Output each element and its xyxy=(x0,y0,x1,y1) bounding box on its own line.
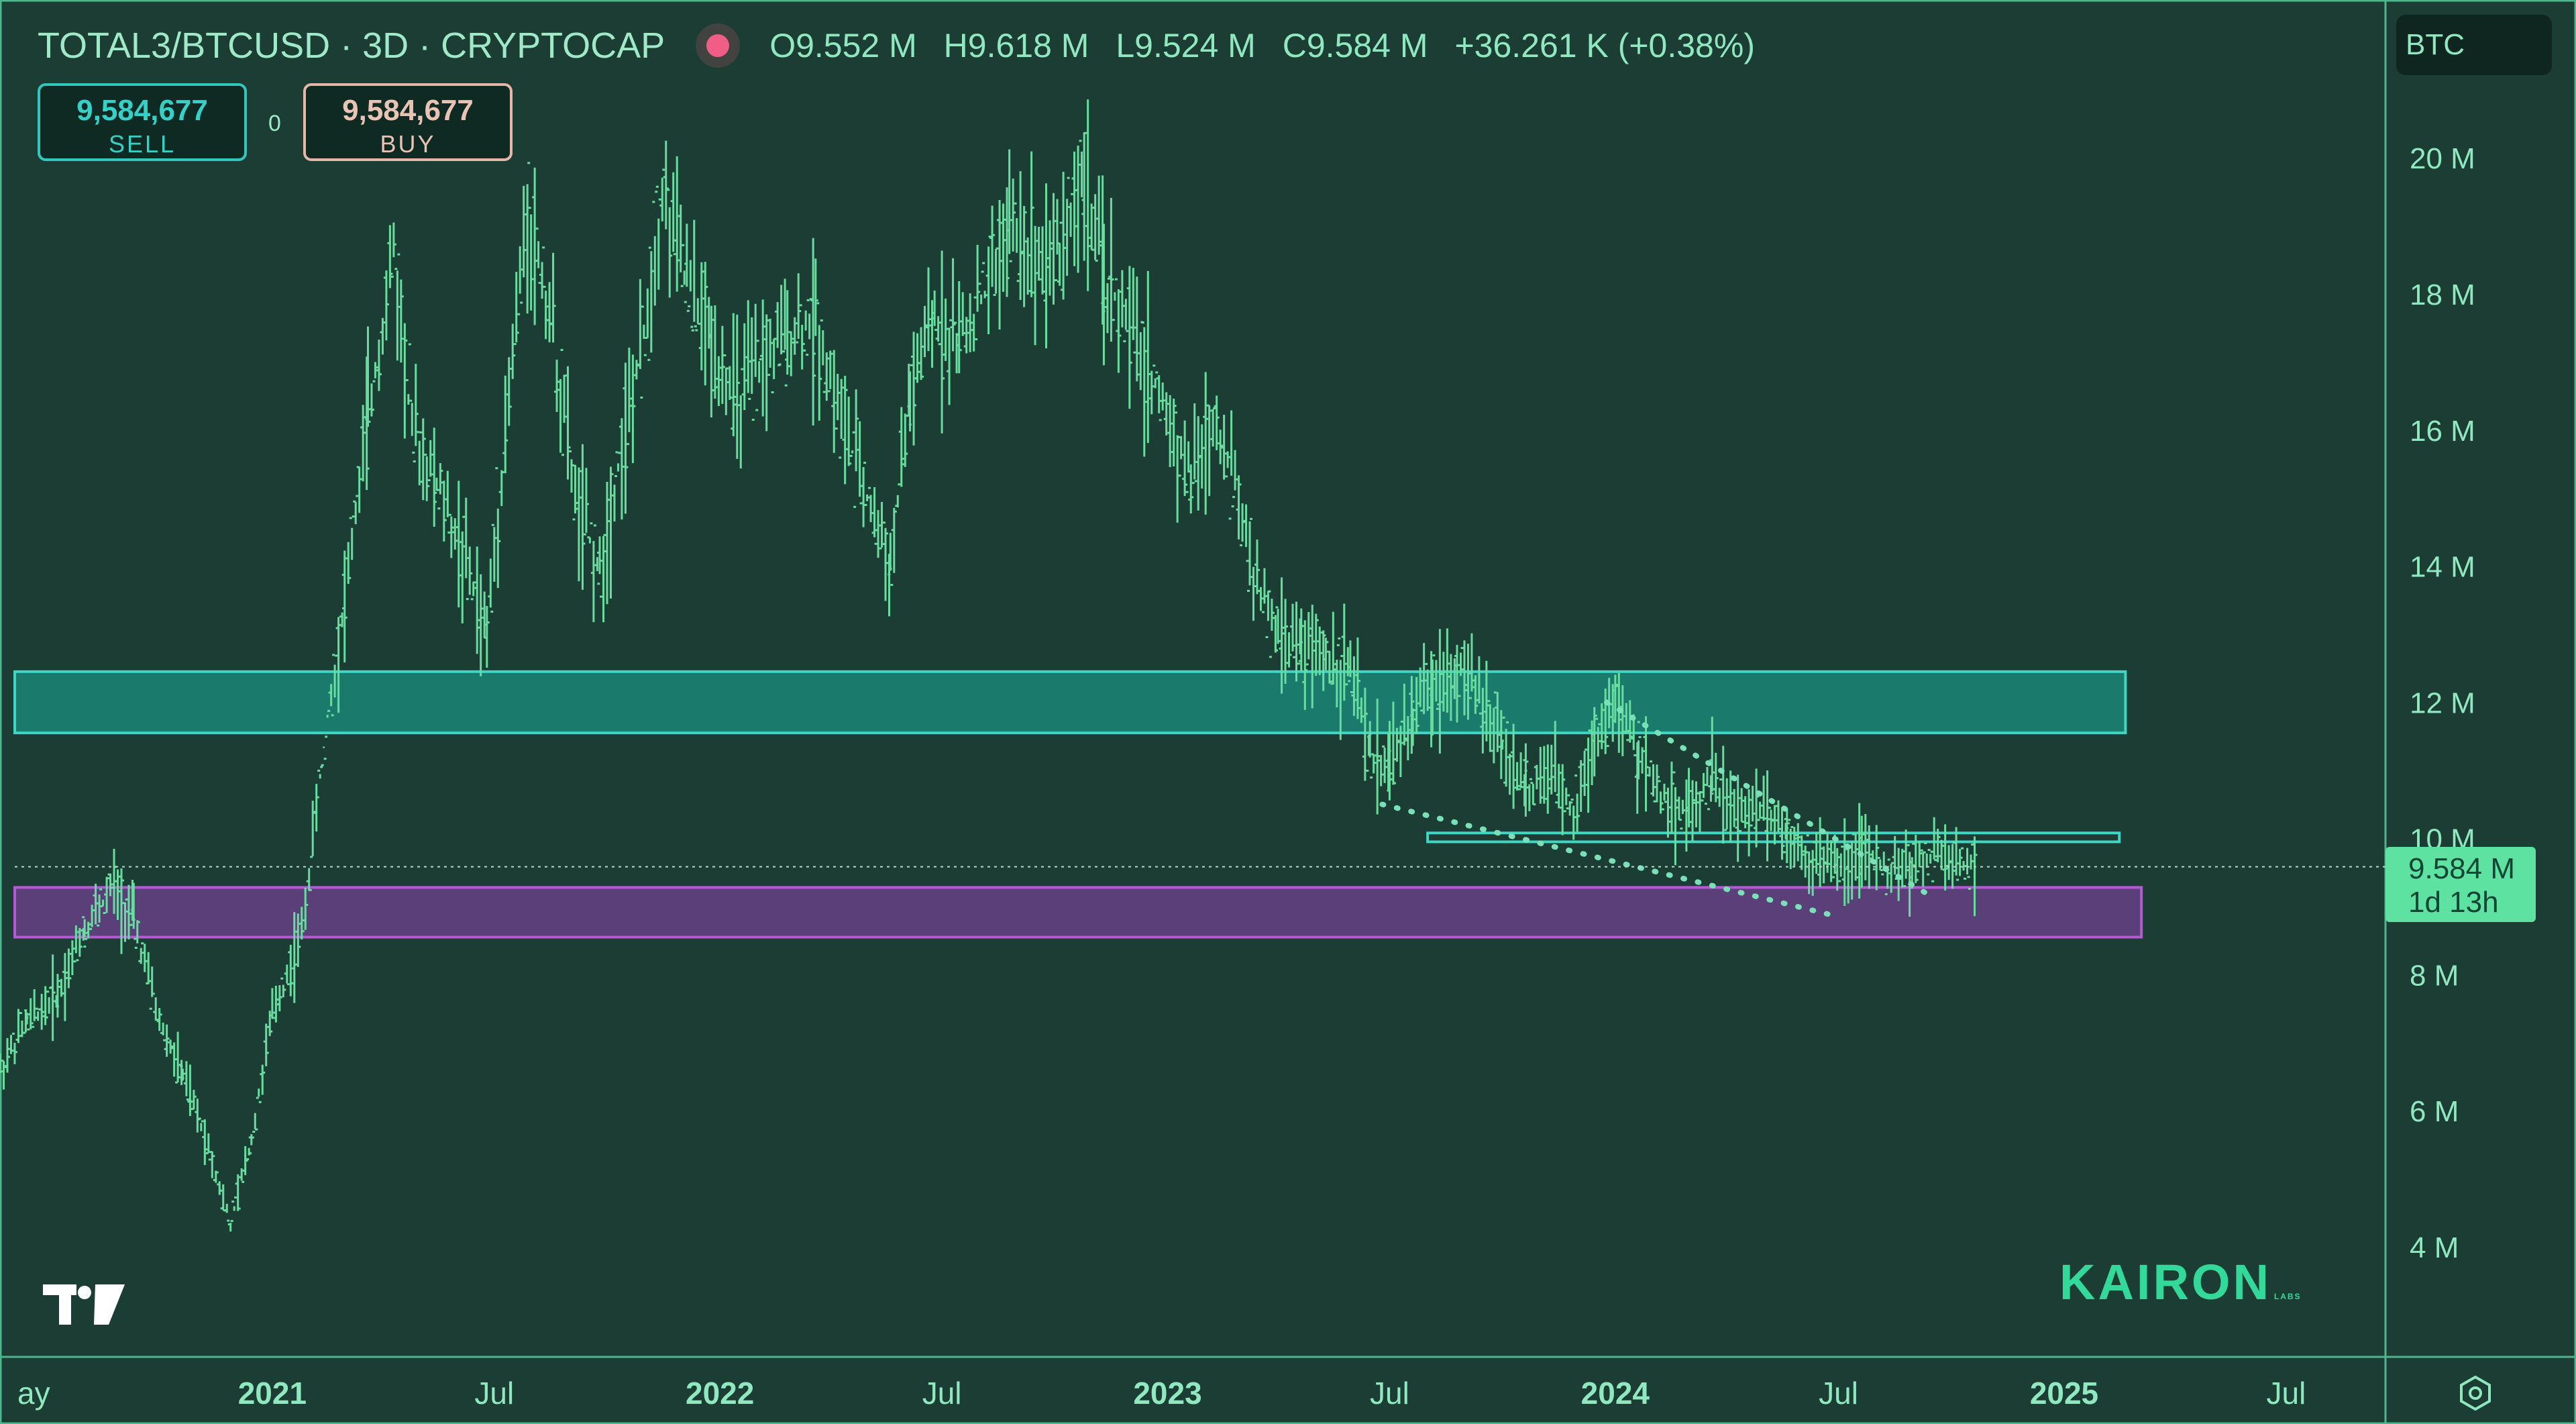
sell-button[interactable]: 9,584,677 SELL xyxy=(38,83,247,161)
y-tick-label: 8 M xyxy=(2410,959,2459,992)
y-tick-label: 6 M xyxy=(2410,1095,2459,1128)
x-tick-label: 2025 xyxy=(2030,1376,2098,1411)
live-indicator-icon xyxy=(706,34,730,57)
x-tick-label: Jul xyxy=(922,1376,962,1411)
chart-header: TOTAL3/BTCUSD · 3D · CRYPTOCAP O9.552 M … xyxy=(38,19,1772,72)
current-price-tag: 9.584 M 1d 13h xyxy=(2385,847,2536,922)
brand-sub: LABS xyxy=(2273,1292,2302,1301)
settings-icon[interactable] xyxy=(2455,1373,2496,1413)
trendline-1 xyxy=(1604,699,1929,896)
trendline-0 xyxy=(1379,801,1841,920)
ohlc-readout: O9.552 M H9.618 M L9.524 M C9.584 M +36.… xyxy=(769,26,1772,65)
x-tick-label: Jul xyxy=(2267,1376,2306,1411)
x-tick-label: 2021 xyxy=(238,1376,307,1411)
brand-watermark: KAIRON LABS xyxy=(2059,1254,2302,1311)
symbol-title[interactable]: TOTAL3/BTCUSD · 3D · CRYPTOCAP xyxy=(38,26,665,66)
ohlc-low: L9.524 M xyxy=(1116,27,1256,64)
x-tick-label: 2022 xyxy=(686,1376,754,1411)
buy-price: 9,584,677 xyxy=(342,94,474,127)
zone-resistance_outline-2 xyxy=(1426,831,2121,844)
x-tick-label: 2023 xyxy=(1133,1376,1201,1411)
x-tick-label: ay xyxy=(17,1376,50,1411)
ohlc-high: H9.618 M xyxy=(943,27,1089,64)
ohlc-close: C9.584 M xyxy=(1282,27,1428,64)
zone-support-1 xyxy=(13,886,2143,939)
tradingview-logo-icon[interactable] xyxy=(42,1279,127,1327)
brand-name: KAIRON xyxy=(2059,1254,2271,1310)
y-tick-label: 4 M xyxy=(2410,1231,2459,1264)
x-tick-label: Jul xyxy=(1370,1376,1409,1411)
y-tick-label: 14 M xyxy=(2410,551,2475,584)
currency-badge[interactable]: BTC xyxy=(2396,15,2552,75)
y-tick-label: 18 M xyxy=(2410,278,2475,311)
buy-button[interactable]: 9,584,677 BUY xyxy=(303,83,513,161)
buy-label: BUY xyxy=(380,130,436,158)
y-tick-label: 12 M xyxy=(2410,687,2475,720)
price-series xyxy=(0,99,1978,1232)
y-tick-label: 16 M xyxy=(2410,415,2475,448)
y-tick-label: 20 M xyxy=(2410,142,2475,175)
sell-label: SELL xyxy=(108,130,176,158)
x-tick-label: Jul xyxy=(474,1376,514,1411)
bar-countdown: 1d 13h xyxy=(2408,886,2499,919)
zone-resistance-0 xyxy=(13,670,2127,735)
x-tick-label: 2024 xyxy=(1581,1376,1650,1411)
current-price-value: 9.584 M xyxy=(2408,852,2515,885)
ohlc-change: +36.261 K (+0.38%) xyxy=(1454,27,1755,64)
sell-price: 9,584,677 xyxy=(76,94,208,127)
ohlc-open: O9.552 M xyxy=(769,27,917,64)
x-tick-label: Jul xyxy=(1819,1376,1858,1411)
spread-value: 0 xyxy=(268,111,281,136)
